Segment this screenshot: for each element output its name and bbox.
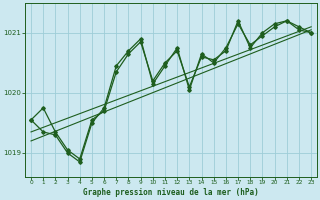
X-axis label: Graphe pression niveau de la mer (hPa): Graphe pression niveau de la mer (hPa) (83, 188, 259, 197)
